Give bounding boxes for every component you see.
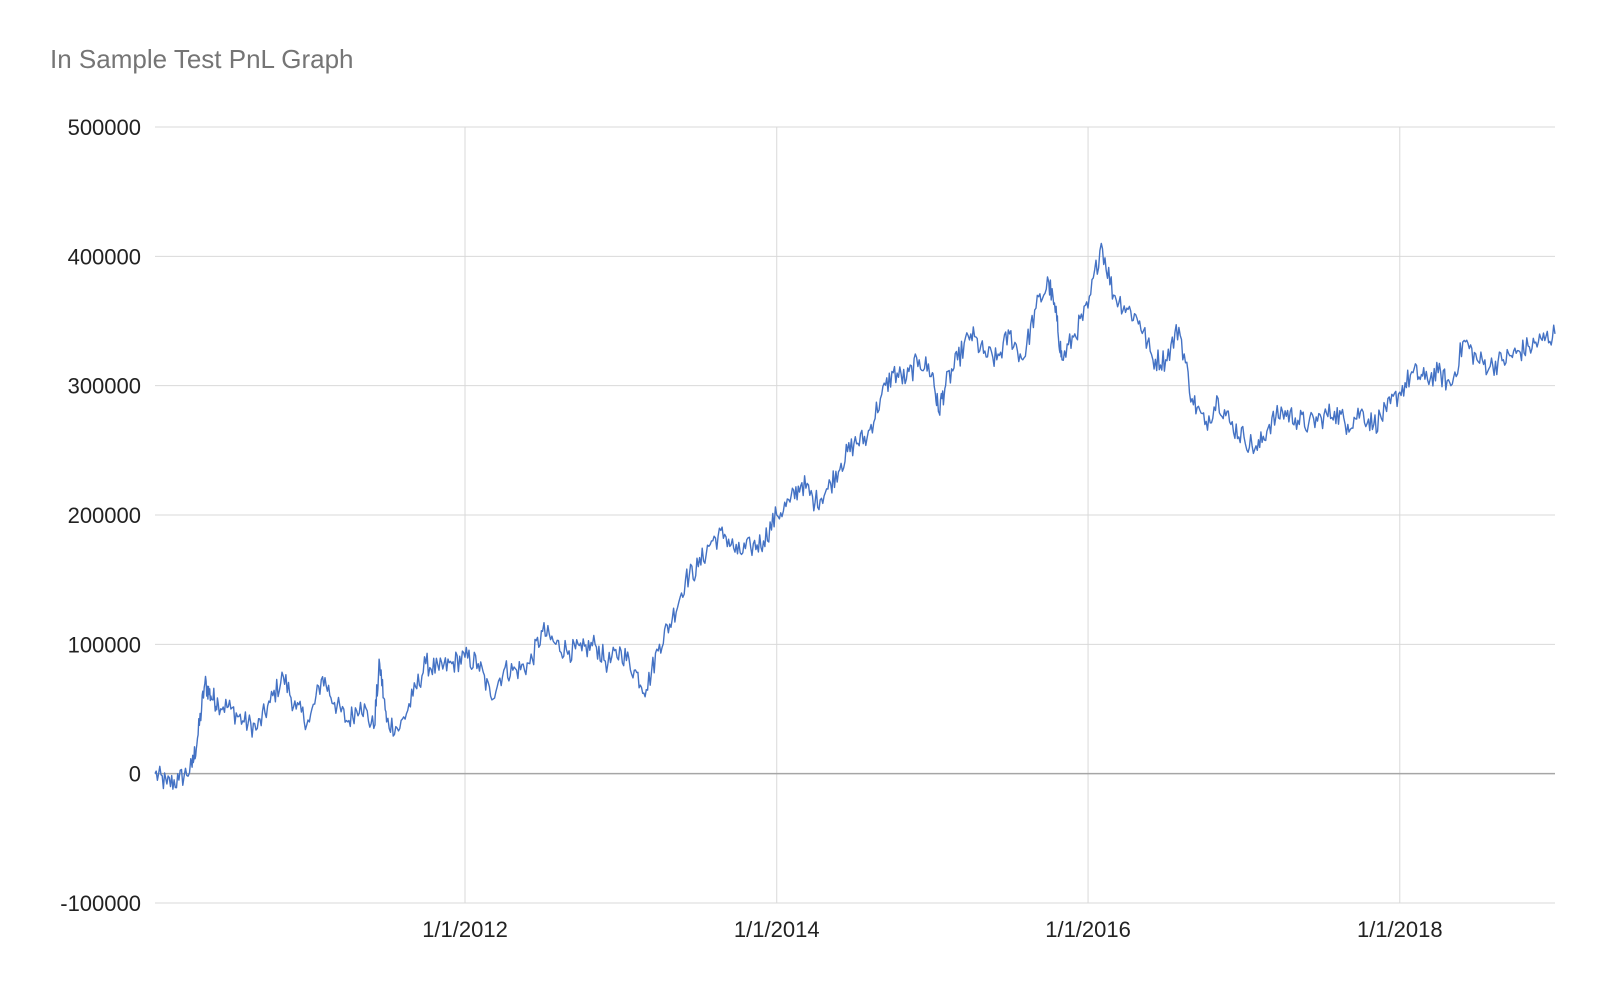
- y-tick-label: 200000: [68, 503, 141, 528]
- y-tick-label: 300000: [68, 374, 141, 399]
- y-tick-label: -100000: [60, 891, 141, 916]
- x-tick-label: 1/1/2014: [734, 917, 820, 942]
- y-tick-label: 500000: [68, 115, 141, 140]
- x-tick-label: 1/1/2016: [1045, 917, 1131, 942]
- x-tick-label: 1/1/2012: [422, 917, 508, 942]
- y-tick-label: 400000: [68, 244, 141, 269]
- horizontal-gridlines: [155, 126, 1555, 904]
- chart-title: In Sample Test PnL Graph: [50, 44, 354, 74]
- series-line-0: [154, 242, 1556, 790]
- x-axis-tick-labels: 1/1/2012 1/1/2014 1/1/2016 1/1/2018: [422, 917, 1442, 942]
- y-axis-tick-labels: 500000 400000 300000 200000 100000 0 -100000: [60, 115, 141, 916]
- y-tick-label: 100000: [68, 632, 141, 657]
- series-layer: [154, 242, 1556, 790]
- x-tick-label: 1/1/2018: [1357, 917, 1443, 942]
- y-tick-label: 0: [129, 762, 141, 787]
